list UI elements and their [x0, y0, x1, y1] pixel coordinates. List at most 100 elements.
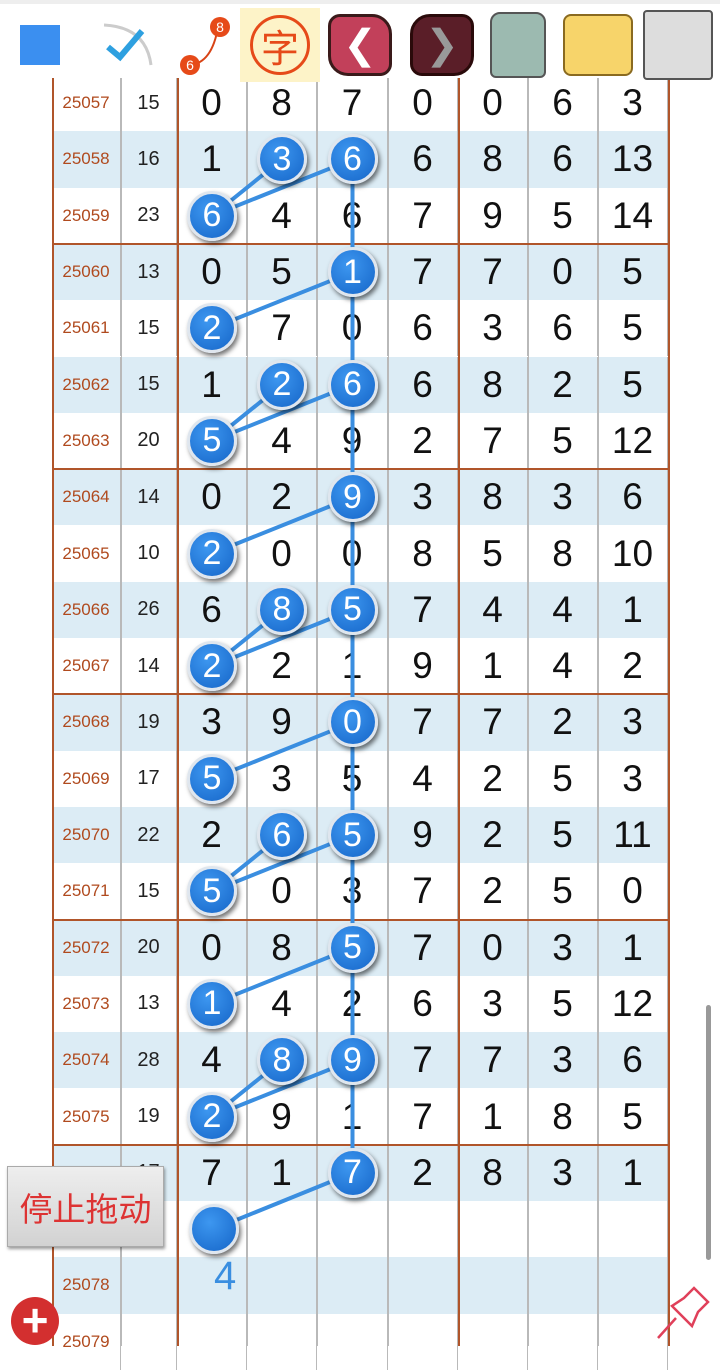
digit-cell	[317, 243, 388, 301]
number-ball[interactable]: 5	[187, 753, 237, 804]
number-ball[interactable]: 1	[187, 978, 237, 1029]
table-row: 2506714219142	[52, 638, 668, 695]
number-ball[interactable]: 6	[187, 190, 237, 241]
number-ball[interactable]: 5	[327, 922, 378, 973]
digit-cell	[317, 469, 388, 526]
number-ball[interactable]: 2	[187, 528, 237, 579]
forward-button[interactable]: ❯	[406, 8, 478, 82]
digit-cell: 2	[177, 806, 247, 864]
number-ball[interactable]: 1	[327, 247, 378, 298]
digit-cell: 6	[598, 469, 668, 526]
digit-cell: 6	[528, 300, 598, 357]
blue-square-icon	[20, 25, 60, 65]
number-ball[interactable]	[189, 1204, 239, 1254]
group-divider	[52, 242, 668, 245]
digit-cell	[247, 1201, 317, 1258]
number-ball[interactable]: 5	[187, 866, 237, 917]
digit-cell: 8	[458, 1144, 528, 1201]
digit-cell: 1	[177, 131, 247, 188]
digit-cell	[177, 187, 247, 244]
digit-cell: 9	[388, 806, 458, 864]
number-ball[interactable]: 2	[257, 359, 307, 410]
digit-cell: 7	[388, 919, 458, 976]
char-button[interactable]: 字	[240, 8, 320, 82]
column-divider	[388, 75, 389, 1346]
digit-cell	[177, 525, 247, 582]
digit-cell: 8	[528, 1088, 598, 1145]
sum-cell: 13	[121, 243, 177, 301]
photos-folder-icon	[563, 14, 633, 76]
digit-cell	[317, 581, 388, 638]
sum-cell: 10	[121, 525, 177, 582]
digit-cell	[177, 1201, 247, 1258]
number-ball[interactable]: 9	[327, 1035, 378, 1086]
group-divider	[52, 693, 668, 696]
sum-cell: 14	[121, 469, 177, 526]
stop-drag-button[interactable]: 停止拖动	[7, 1166, 164, 1247]
digit-cell	[528, 1257, 598, 1314]
sum-cell: 20	[121, 919, 177, 976]
number-ball[interactable]: 6	[327, 359, 378, 410]
digit-cell: 1	[458, 638, 528, 695]
digit-cell: 4	[247, 187, 317, 244]
sum-cell: 19	[121, 694, 177, 751]
number-ball[interactable]: 0	[327, 697, 378, 748]
digit-cell	[177, 300, 247, 357]
back-button[interactable]: ❮	[324, 8, 396, 82]
number-ball[interactable]: 5	[187, 415, 237, 466]
number-ball[interactable]: 2	[187, 303, 237, 354]
number-ball[interactable]: 8	[257, 1035, 307, 1086]
sum-cell: 22	[121, 806, 177, 864]
photos-button[interactable]	[562, 8, 634, 82]
sum-cell: 15	[121, 356, 177, 413]
checkmark-icon	[103, 23, 153, 66]
digit-cell: 4	[528, 638, 598, 695]
checkmark-button[interactable]	[90, 8, 162, 82]
number-ball[interactable]: 6	[257, 810, 307, 861]
add-button[interactable]: +	[11, 1297, 59, 1345]
save-button[interactable]	[642, 8, 714, 82]
blue-square-button[interactable]	[4, 8, 76, 82]
digit-cell: 7	[388, 243, 458, 301]
number-ball[interactable]: 7	[327, 1147, 378, 1198]
digit-cell: 6	[598, 1032, 668, 1089]
number-ball[interactable]: 6	[327, 134, 378, 185]
sum-cell: 15	[121, 863, 177, 920]
digit-cell	[528, 1201, 598, 1258]
digit-cell	[317, 1201, 388, 1258]
digit-cell	[317, 1313, 388, 1370]
trash-button[interactable]	[482, 8, 554, 82]
digit-cell: 3	[598, 694, 668, 751]
column-divider	[598, 75, 599, 1346]
number-ball[interactable]: 5	[327, 584, 378, 635]
digit-cell: 0	[177, 919, 247, 976]
number-ball[interactable]: 3	[257, 134, 307, 185]
digit-cell	[247, 581, 317, 638]
digit-cell	[598, 1257, 668, 1314]
digit-cell: 4	[247, 975, 317, 1033]
digit-cell	[177, 1257, 247, 1314]
digit-cell: 7	[177, 1144, 247, 1201]
group-divider	[52, 1143, 668, 1146]
number-ball[interactable]: 2	[187, 1091, 237, 1142]
period-cell: 25066	[52, 581, 121, 638]
scrollbar[interactable]	[706, 1005, 711, 1260]
digit-cell: 9	[247, 1088, 317, 1145]
number-ball[interactable]: 9	[327, 472, 378, 523]
digit-cell	[458, 1313, 528, 1370]
pin-icon[interactable]	[650, 1282, 710, 1342]
period-cell: 25071	[52, 863, 121, 920]
sum-cell: 26	[121, 581, 177, 638]
digit-cell: 1	[177, 356, 247, 413]
digit-cell: 2	[458, 863, 528, 920]
digit-cell	[528, 1313, 598, 1370]
digit-cell: 6	[388, 300, 458, 357]
number-ball[interactable]: 8	[257, 584, 307, 635]
number-ball[interactable]: 5	[327, 810, 378, 861]
number-ball[interactable]: 2	[187, 641, 237, 692]
digit-cell: 3	[247, 750, 317, 807]
